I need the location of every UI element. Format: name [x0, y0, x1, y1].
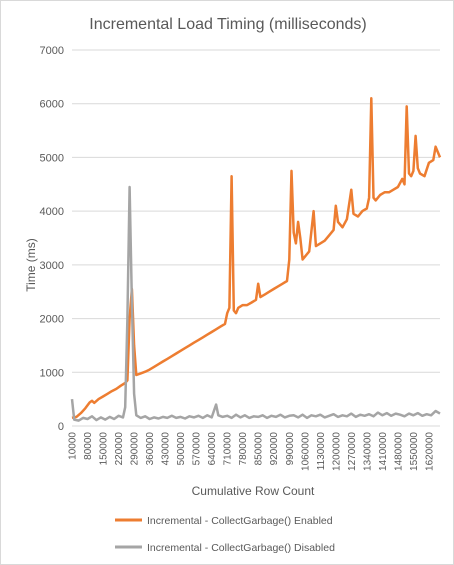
chart-title: Incremental Load Timing (milliseconds) — [89, 16, 366, 33]
x-tick-label: 1130000 — [316, 432, 327, 471]
y-tick-label: 4000 — [40, 206, 64, 218]
x-tick-label: 1340000 — [362, 432, 373, 471]
x-tick-label: 570000 — [192, 432, 203, 466]
x-tick-label: 1200000 — [331, 432, 342, 471]
y-tick-label: 3000 — [40, 260, 64, 272]
x-tick-label: 430000 — [161, 432, 172, 466]
y-tick-label: 0 — [58, 421, 64, 433]
y-tick-label: 2000 — [40, 314, 64, 326]
x-tick-label: 1270000 — [347, 432, 358, 471]
x-tick-label: 150000 — [99, 432, 110, 466]
x-tick-label: 360000 — [145, 432, 156, 466]
x-tick-label: 780000 — [238, 432, 249, 466]
x-tick-label: 10000 — [68, 432, 79, 460]
series-line-1 — [71, 97, 442, 420]
x-tick-label: 80000 — [83, 432, 94, 460]
x-tick-label: 710000 — [223, 432, 234, 466]
series-line-2 — [70, 185, 441, 422]
y-tick-label: 1000 — [40, 367, 64, 379]
x-tick-label: 500000 — [176, 432, 187, 466]
x-tick-label: 1480000 — [393, 432, 404, 471]
x-tick-label: 850000 — [254, 432, 265, 466]
legend-label: Incremental - CollectGarbage() Disabled — [147, 542, 335, 554]
y-tick-label: 7000 — [40, 45, 64, 57]
y-tick-label: 6000 — [40, 99, 64, 111]
y-tick-label: 5000 — [40, 152, 64, 164]
legend-label: Incremental - CollectGarbage() Enabled — [147, 515, 333, 527]
x-tick-label: 1620000 — [424, 432, 435, 471]
x-tick-label: 220000 — [114, 432, 125, 466]
x-axis-label: Cumulative Row Count — [192, 484, 315, 498]
gridlines — [72, 49, 440, 427]
legend: Incremental - CollectGarbage() Enabled In… — [115, 515, 335, 554]
series-lines — [70, 97, 442, 422]
x-tick-label: 640000 — [207, 432, 218, 466]
x-tick-label: 990000 — [285, 432, 296, 466]
x-tick-label: 920000 — [269, 432, 280, 466]
x-tick-label: 1060000 — [300, 432, 311, 471]
y-axis-label: Time (ms) — [24, 238, 38, 292]
x-tick-label: 1410000 — [378, 432, 389, 471]
x-tick-label: 290000 — [130, 432, 141, 466]
y-axis-ticks: 0 1000 2000 3000 4000 5000 6000 7000 — [40, 45, 64, 433]
x-tick-label: 1550000 — [409, 432, 420, 471]
x-axis-ticks: 10000 80000 150000 220000 290000 360000 430000… — [68, 432, 436, 471]
